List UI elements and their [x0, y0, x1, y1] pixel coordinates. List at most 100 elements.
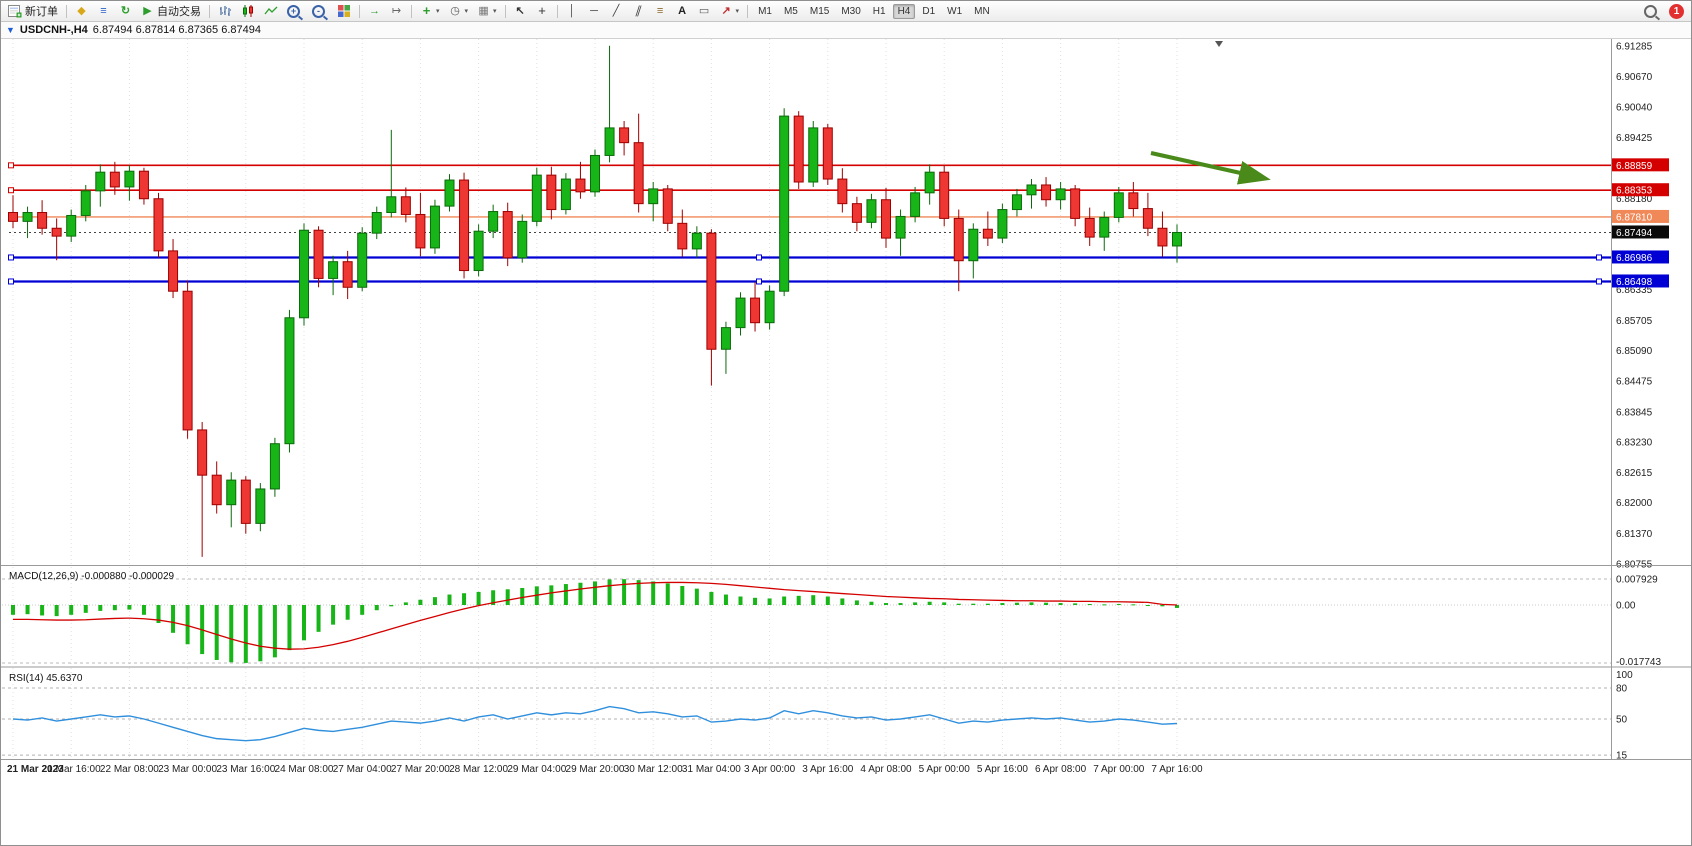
macd-histogram-bar — [1116, 604, 1121, 606]
text-label-button[interactable]: ▭ — [694, 2, 715, 21]
line-chart-icon — [264, 6, 278, 15]
time-axis-label: 21 Mar 16:00 — [42, 764, 101, 775]
line-chart-button[interactable] — [260, 2, 282, 21]
macd-histogram-bar — [476, 591, 481, 605]
time-axis-label: 3 Apr 00:00 — [744, 764, 796, 775]
trendline-button[interactable]: ╱ — [606, 2, 627, 21]
candle-body — [80, 190, 91, 216]
macd-histogram-bar — [1175, 605, 1179, 608]
price-axis-tick: 6.85705 — [1616, 316, 1653, 327]
candle-body — [648, 188, 659, 205]
candlestick-chart-button[interactable] — [237, 2, 259, 21]
line-handle[interactable] — [8, 187, 14, 194]
cursor-button[interactable]: ↖ — [510, 2, 531, 21]
bar-chart-button[interactable] — [214, 2, 236, 21]
zoom-in-button[interactable]: + — [283, 2, 307, 21]
search-button[interactable] — [1640, 2, 1664, 21]
crosshair-button[interactable]: + — [532, 2, 553, 21]
line-handle[interactable] — [8, 254, 14, 261]
trendline-icon: ╱ — [612, 5, 620, 17]
macd-histogram-bar — [1073, 603, 1078, 605]
tile-windows-button[interactable] — [333, 2, 355, 21]
line-handle[interactable] — [1596, 278, 1602, 285]
horizontal-line-button[interactable]: ─ — [584, 2, 605, 21]
timeframe-button-w1[interactable]: W1 — [947, 5, 963, 17]
autotrading-button[interactable]: ▶ 自动交易 — [137, 2, 205, 21]
arrows-button[interactable]: ↗ ▾ — [716, 2, 744, 21]
collapse-chart-icon[interactable]: ▼ — [6, 25, 15, 35]
line-handle[interactable] — [8, 278, 14, 285]
macd-axis-label: 0.007929 — [1616, 575, 1658, 586]
chart-shift-marker-icon[interactable] — [1215, 41, 1223, 47]
templates-button[interactable]: ▦ ▾ — [473, 2, 501, 21]
timeframe-button-h4[interactable]: H4 — [892, 3, 916, 19]
vertical-line-button[interactable]: │ — [562, 2, 583, 21]
candle-body — [415, 213, 426, 249]
market-watch-button[interactable]: ≡ — [93, 2, 114, 21]
periods-button[interactable]: ◷ ▾ — [445, 2, 473, 21]
timeframe-button-m5[interactable]: M5 — [783, 5, 798, 17]
candle-body — [822, 127, 833, 180]
candle-body — [691, 232, 702, 250]
candle-body — [517, 220, 528, 259]
text-tool-button[interactable]: A — [672, 2, 693, 21]
notification-badge[interactable]: 1 — [1669, 3, 1684, 19]
candle-body — [750, 297, 761, 324]
indicators-button[interactable]: + ▾ — [416, 2, 444, 21]
timeframe-button-h1[interactable]: H1 — [872, 5, 886, 17]
candle-body — [459, 179, 470, 272]
macd-histogram-bar — [491, 590, 496, 605]
candle-body — [837, 178, 848, 205]
macd-histogram-bar — [1000, 603, 1005, 605]
line-handle[interactable] — [1596, 254, 1602, 261]
autoscroll-button[interactable]: → — [364, 2, 385, 21]
price-tag-label: 6.86498 — [1616, 277, 1653, 288]
timeframe-button-d1[interactable]: D1 — [922, 5, 936, 17]
timeframe-button-mn[interactable]: MN — [974, 5, 990, 17]
timeframe-button-m1[interactable]: M1 — [758, 5, 772, 17]
price-axis-tick: 6.89425 — [1616, 133, 1653, 144]
chart-ohlc-values: 6.87494 6.87814 6.87365 6.87494 — [92, 24, 261, 36]
candle-body — [1113, 192, 1124, 218]
new-order-button[interactable]: 新订单 — [4, 2, 62, 21]
candle-body — [8, 212, 18, 222]
autoscroll-icon: → — [369, 5, 380, 17]
macd-histogram-bar — [272, 605, 277, 658]
line-handle[interactable] — [756, 278, 762, 285]
time-axis-label: 22 Mar 08:00 — [100, 764, 159, 775]
refresh-button[interactable]: ↻ — [115, 2, 136, 21]
trend-arrow-annotation[interactable] — [1150, 151, 1271, 185]
periods-clock-icon: ◷ — [450, 5, 460, 17]
timeframe-button-m30[interactable]: M30 — [841, 5, 861, 17]
candle-body — [226, 479, 237, 506]
channel-button[interactable]: ∥ — [628, 2, 649, 21]
macd-histogram-bar — [171, 605, 176, 633]
macd-histogram-bar — [505, 589, 510, 605]
line-handle[interactable] — [8, 162, 14, 169]
candle-body — [357, 232, 368, 288]
price-axis-tick: 6.88180 — [1616, 194, 1653, 205]
timeframe-button-m15[interactable]: M15 — [809, 5, 830, 17]
candle-body — [895, 215, 906, 239]
macd-histogram-bar — [723, 594, 728, 605]
metaeditor-button[interactable]: ◆ — [71, 2, 92, 21]
toolbar-separator — [747, 4, 749, 18]
fibonacci-button[interactable]: ≡ — [650, 2, 671, 21]
price-tag — [1612, 274, 1669, 288]
candle-body — [429, 205, 440, 249]
line-handle[interactable] — [756, 254, 762, 261]
zoom-out-button[interactable]: - — [308, 2, 332, 21]
candle-body — [502, 211, 513, 259]
time-axis-label: 27 Mar 04:00 — [333, 764, 392, 775]
candle-body — [997, 209, 1008, 239]
macd-histogram-bar — [1102, 604, 1107, 606]
bar-chart-icon — [220, 6, 231, 16]
candle-body — [735, 297, 746, 329]
candle-body — [779, 115, 790, 292]
chart-shift-button[interactable]: ↦ — [386, 2, 407, 21]
candle-body — [910, 192, 921, 217]
macd-histogram-bar — [520, 587, 525, 605]
text-label-icon: ▭ — [698, 5, 710, 17]
macd-histogram-bar — [796, 595, 801, 605]
